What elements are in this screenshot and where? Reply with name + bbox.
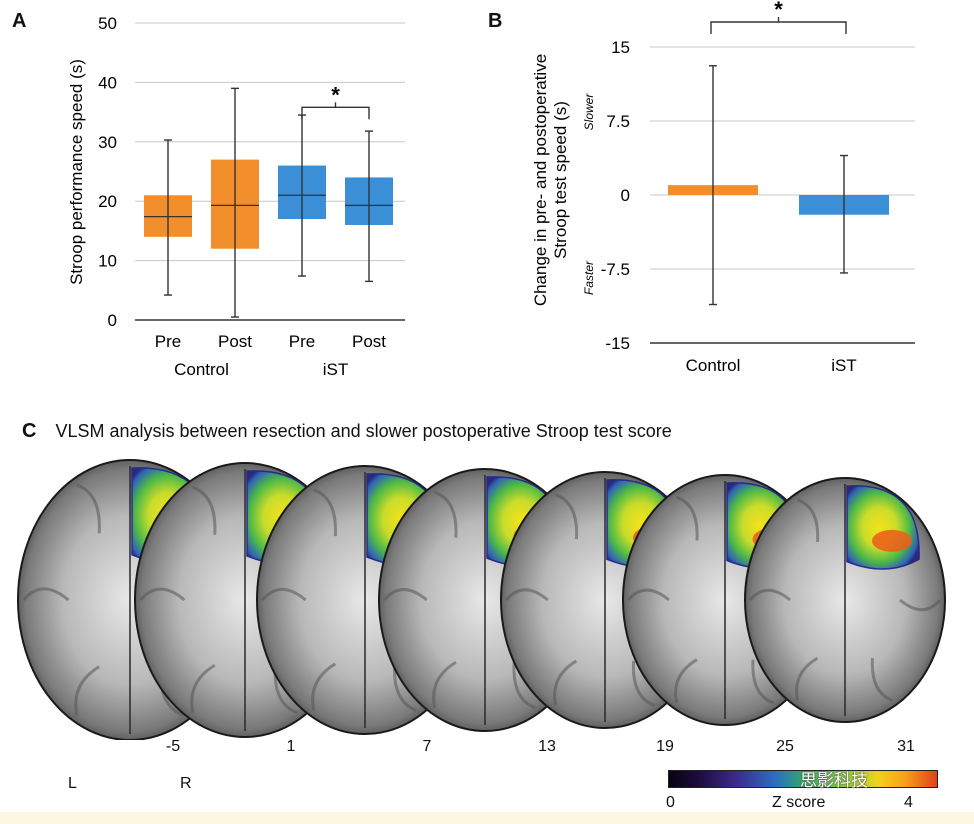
y-tick-label: 7.5 (606, 112, 630, 131)
x-tick-label: Pre (155, 332, 181, 351)
panel-a-letter: A (12, 10, 27, 32)
sulcus (870, 658, 894, 702)
y-tick-label: 0 (621, 186, 630, 205)
z-score-colorbar (668, 770, 938, 788)
slice-coordinate-label: 1 (286, 738, 296, 755)
x-tick-label: Pre (289, 332, 315, 351)
slice-coordinate-label: 7 (422, 738, 432, 755)
sulcus (432, 661, 457, 709)
y-tick-label: 10 (98, 252, 117, 271)
group-label: iST (323, 360, 349, 379)
slice-coordinate-label: -5 (165, 738, 181, 755)
vlsm-overlay (846, 485, 920, 570)
colorbar-min-label: 0 (666, 794, 675, 811)
bottom-strip (0, 812, 974, 824)
right-hemisphere-label: R (180, 775, 192, 792)
significance-asterisk: * (331, 82, 340, 107)
sulcus (311, 662, 337, 711)
x-tick-label: Post (352, 332, 386, 351)
x-tick-label: iST (831, 356, 857, 375)
panel-c-title-text: VLSM analysis between resection and slow… (55, 421, 672, 441)
y-tick-label: 40 (98, 73, 117, 92)
y-tick-label: 15 (611, 38, 630, 57)
sulcus (434, 490, 458, 538)
direction-faster-label: Faster (582, 260, 596, 295)
y-tick-label: -15 (605, 334, 630, 353)
high-z-region (872, 529, 912, 552)
sulcus (675, 495, 699, 541)
group-label: Control (174, 360, 229, 379)
panel-c-title: C VLSM analysis between resection and sl… (22, 420, 672, 443)
sulcus (192, 485, 217, 535)
sulcus (899, 598, 942, 612)
sulcus (674, 658, 698, 704)
slice-coordinate-label: 31 (897, 738, 915, 755)
sulcus (261, 587, 307, 602)
panel-c-letter: C (22, 420, 37, 442)
sulcus (139, 587, 186, 602)
slice-coordinate-label: 19 (656, 738, 674, 755)
sulcus (553, 659, 578, 706)
slice-coordinate-label: 13 (538, 738, 556, 755)
y-axis-label-line2: Stroop test speed (s) (551, 101, 570, 259)
panel-b-letter: B (488, 10, 503, 32)
y-tick-label: 30 (98, 133, 117, 152)
significance-asterisk: * (774, 0, 783, 22)
watermark: 思影科技 (800, 771, 868, 790)
sulcus (22, 587, 70, 602)
brain-slices (17, 459, 946, 740)
sulcus (631, 660, 655, 707)
sulcus (313, 488, 337, 537)
sulcus (626, 588, 670, 602)
x-tick-label: Control (686, 356, 741, 375)
y-tick-label: 50 (98, 14, 117, 33)
sulcus (555, 493, 579, 540)
direction-slower-label: Slower (582, 93, 596, 131)
panel-a-boxplot: * 0 10 20 30 40 50 Pre Post Pre Post Control iST S… (67, 14, 405, 379)
y-tick-label: -7.5 (601, 260, 630, 279)
sulcus (383, 588, 428, 602)
slice-coordinate-labels: -5 1 7 13 19 25 31 (0, 738, 974, 768)
colorbar-title: Z score (772, 794, 826, 811)
significance-bracket (301, 106, 370, 120)
y-tick-label: 0 (108, 311, 117, 330)
sulcus (74, 665, 100, 716)
sulcus (76, 483, 101, 534)
y-axis-label: Stroop performance speed (s) (67, 59, 86, 285)
sulcus (190, 663, 216, 714)
left-hemisphere-label: L (68, 775, 77, 792)
sulcus (512, 662, 536, 710)
brain-slice (744, 477, 946, 723)
significance-bracket (710, 21, 847, 34)
colorbar-max-label: 4 (904, 794, 913, 811)
sulcus (796, 498, 820, 542)
y-tick-label: 20 (98, 192, 117, 211)
sulcus (751, 659, 775, 705)
sulcus (795, 656, 819, 701)
sulcus (505, 588, 549, 602)
slice-coordinate-label: 25 (776, 738, 794, 755)
y-axis-label-line1: Change in pre- and postoperative (531, 54, 550, 306)
sulcus (748, 588, 791, 602)
panel-b-barchart: * -15 -7.5 0 7.5 15 Control iST Change in pre… (531, 0, 915, 375)
x-tick-label: Post (218, 332, 252, 351)
